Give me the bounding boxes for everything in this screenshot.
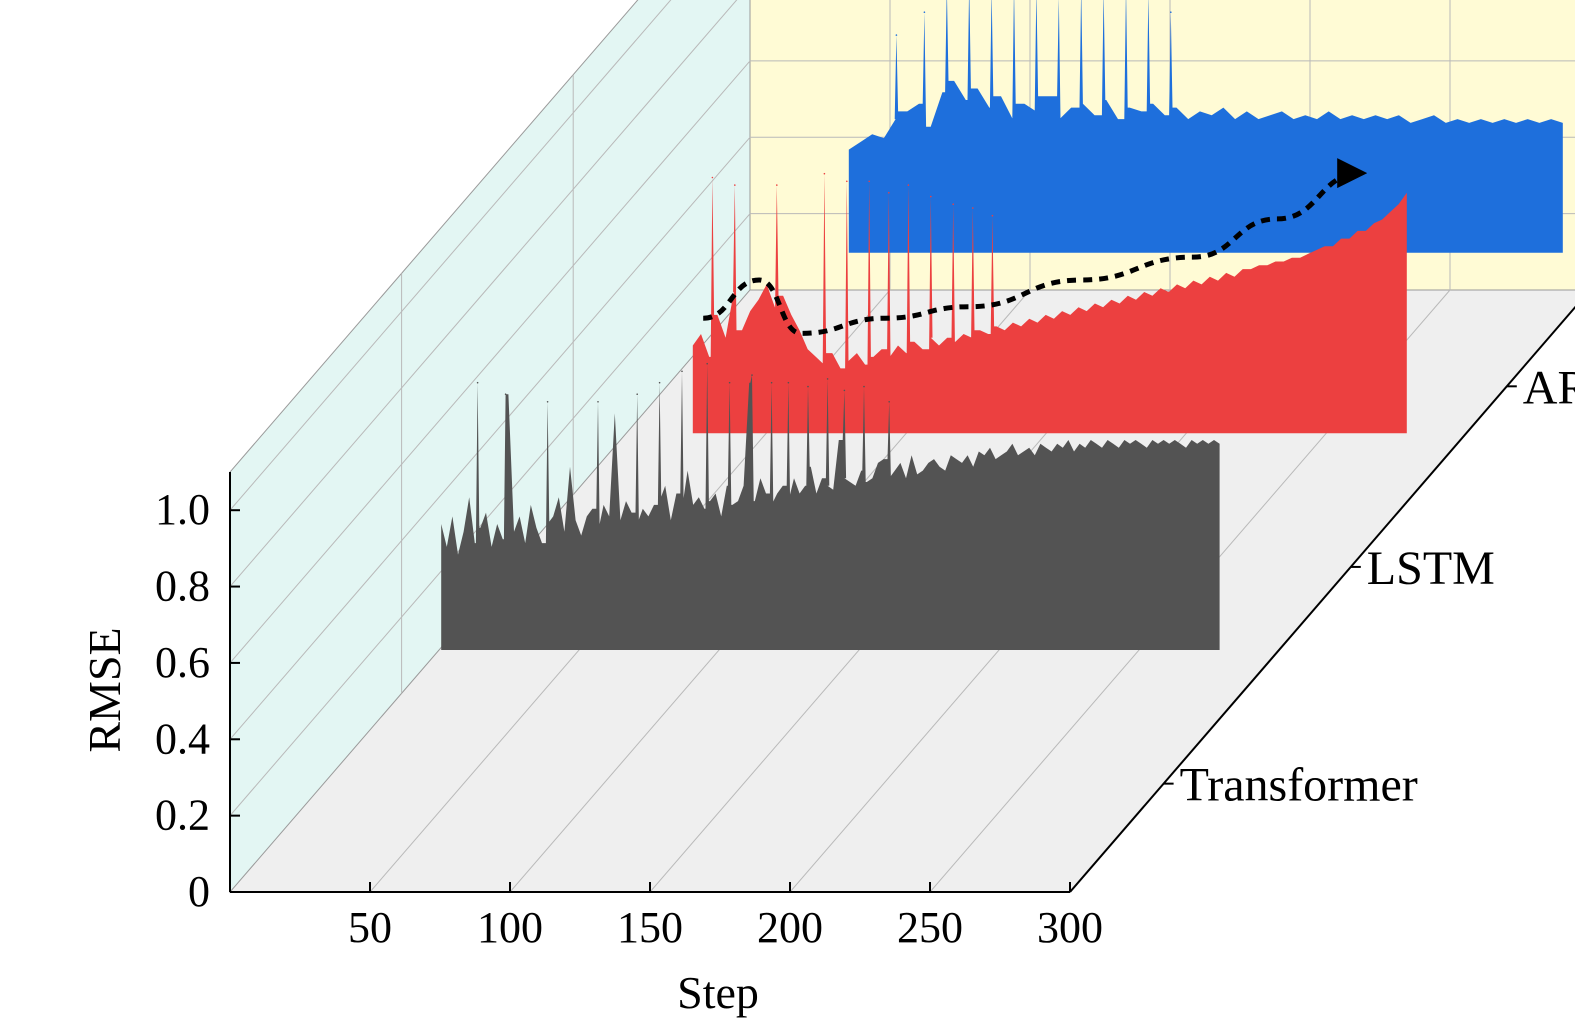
series-area-transformer	[441, 363, 1220, 650]
peak-point-transformer	[636, 393, 638, 396]
peak-point-lstm	[930, 195, 932, 198]
series-area-lstm	[692, 173, 1407, 434]
peak-point-transformer	[770, 381, 773, 384]
series-lstm	[692, 172, 1407, 434]
trend-arrow	[702, 158, 1368, 336]
y-tick-label: 0	[188, 867, 210, 916]
peak-point-lstm	[711, 176, 714, 179]
peak-point-arima	[895, 34, 898, 36]
peak-point-arima	[1170, 11, 1172, 13]
y-tick-label: 0.4	[155, 714, 210, 763]
series-label-arima: ARIMA	[1523, 361, 1575, 414]
peak-point-lstm	[846, 180, 848, 183]
x-tick-label: 100	[477, 903, 543, 952]
peak-point-transformer	[843, 389, 846, 392]
peak-point-transformer	[546, 401, 549, 403]
series-label-transformer: Transformer	[1180, 759, 1418, 812]
peak-point-lstm	[823, 172, 826, 175]
peak-point-lstm	[991, 214, 994, 217]
depth-axis-line	[1069, 305, 1575, 893]
x-axis-title: Step	[677, 967, 759, 1018]
peak-point-lstm	[734, 184, 736, 186]
side-wall-grid-line	[229, 0, 672, 511]
peak-point-transformer	[807, 385, 809, 388]
peak-point-transformer	[706, 362, 708, 365]
peak-point-transformer	[658, 381, 661, 384]
peak-point-transformer	[863, 385, 865, 388]
series-layer	[441, 0, 1563, 650]
peak-point-lstm	[907, 184, 910, 186]
side-wall-grid-line	[229, 0, 738, 587]
side-wall-grid-line	[229, 136, 751, 740]
peak-point-transformer	[476, 381, 479, 384]
side-wall-grid-line	[229, 60, 751, 664]
peak-point-transformer	[826, 378, 829, 380]
series-arima	[848, 0, 1563, 253]
peak-point-transformer	[787, 381, 790, 384]
y-axis-title: RMSE	[79, 627, 130, 752]
peak-point-lstm	[972, 207, 974, 209]
series-transformer	[441, 362, 1220, 650]
series-area-arima	[848, 0, 1563, 253]
peak-point-arima	[923, 11, 926, 13]
peak-point-lstm	[888, 192, 890, 194]
peak-point-transformer	[681, 370, 683, 373]
peak-point-transformer	[728, 381, 731, 384]
y-tick-label: 1.0	[155, 485, 210, 534]
series-label-lstm: LSTM	[1367, 542, 1495, 595]
peak-point-transformer	[888, 401, 890, 403]
x-tick-label: 300	[1037, 903, 1103, 952]
peak-point-lstm	[776, 184, 778, 186]
x-tick-label: 150	[617, 903, 683, 952]
x-tick-label: 200	[757, 903, 823, 952]
axes: ARIMA LSTM Transformer 50 100 150 200 250 300 0 0.…	[155, 305, 1575, 952]
peak-point-transformer	[751, 374, 753, 376]
y-tick-label: 0.6	[155, 638, 210, 687]
side-wall-grid-line	[229, 213, 751, 816]
y-tick-label: 0.2	[155, 791, 210, 840]
y-tick-label: 0.8	[155, 562, 210, 611]
peak-point-transformer	[504, 393, 507, 396]
peak-point-transformer	[597, 401, 599, 403]
peak-point-lstm	[952, 203, 954, 205]
x-tick-label: 50	[348, 903, 392, 952]
x-tick-label: 250	[897, 903, 963, 952]
peak-point-lstm	[868, 180, 870, 183]
